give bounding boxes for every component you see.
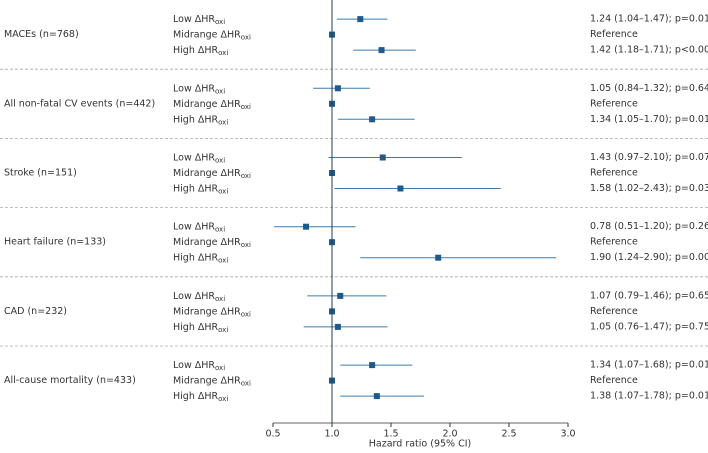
- outcome-label: CAD (n=232): [4, 306, 67, 317]
- row-label-sub: oxi: [218, 326, 228, 334]
- row-label-main: Low ΔHR: [173, 152, 215, 163]
- row-label-sub: oxi: [241, 103, 251, 111]
- row-label-main: Midrange ΔHR: [173, 168, 241, 179]
- row-label: High ΔHRoxi: [173, 114, 228, 127]
- x-tick-label: 0.5: [265, 429, 280, 440]
- row-label-sub: oxi: [218, 188, 228, 196]
- estimate-text: Reference: [590, 168, 638, 179]
- hr-marker: [378, 47, 385, 54]
- hr-marker: [334, 85, 341, 92]
- outcome-label: All-cause mortality (n=433): [4, 375, 136, 386]
- row-label: Low ΔHRoxi: [173, 14, 225, 27]
- row-label-sub: oxi: [215, 226, 225, 234]
- row-label-main: Low ΔHR: [173, 221, 215, 232]
- row-label-sub: oxi: [218, 395, 228, 403]
- x-tick-label: 3.0: [560, 429, 575, 440]
- estimate-text: 1.05 (0.84–1.32); p=0.647: [590, 83, 708, 94]
- estimate-text: Reference: [590, 306, 638, 317]
- row-label-main: Midrange ΔHR: [173, 29, 241, 40]
- row-label-sub: oxi: [215, 18, 225, 26]
- x-tick-label: 1.5: [383, 429, 398, 440]
- row-label-main: Midrange ΔHR: [173, 306, 241, 317]
- estimate-text: 1.38 (1.07–1.78); p=0.014*: [590, 391, 708, 402]
- estimate-text: 1.90 (1.24–2.90); p=0.003*: [590, 252, 708, 263]
- estimate-text: 0.78 (0.51–1.20); p=0.264: [590, 221, 708, 232]
- row-label-sub: oxi: [218, 49, 228, 57]
- row-label: Midrange ΔHRoxi: [173, 375, 251, 388]
- row-label-sub: oxi: [215, 157, 225, 165]
- hr-marker: [334, 323, 341, 330]
- outcome-label: Stroke (n=151): [4, 168, 77, 179]
- hr-marker: [357, 16, 364, 23]
- x-axis-label: Hazard ratio (95% CI): [369, 439, 471, 450]
- estimate-text: Reference: [590, 237, 638, 248]
- row-label-main: Low ΔHR: [173, 360, 215, 371]
- hr-marker: [379, 154, 386, 161]
- row-label: Low ΔHRoxi: [173, 360, 225, 373]
- row-label-sub: oxi: [215, 295, 225, 303]
- row-label-sub: oxi: [241, 241, 251, 249]
- row-label: Midrange ΔHRoxi: [173, 237, 251, 250]
- row-label-sub: oxi: [215, 364, 225, 372]
- row-label-sub: oxi: [215, 87, 225, 95]
- outcome-label: All non-fatal CV events (n=442): [4, 98, 155, 109]
- row-label-main: Midrange ΔHR: [173, 375, 241, 386]
- row-label: High ΔHRoxi: [173, 321, 228, 334]
- estimate-text: Reference: [590, 29, 638, 40]
- estimate-text: 1.07 (0.79–1.46); p=0.658: [590, 290, 708, 301]
- hr-marker: [397, 185, 404, 192]
- row-label: High ΔHRoxi: [173, 183, 228, 196]
- estimate-text: 1.42 (1.18–1.71); p<0.001*: [590, 45, 708, 56]
- row-label: Midrange ΔHRoxi: [173, 98, 251, 111]
- row-label-main: High ΔHR: [173, 321, 218, 332]
- row-label-main: High ΔHR: [173, 183, 218, 194]
- x-tick-label: 2.5: [501, 429, 516, 440]
- hr-marker: [303, 223, 310, 230]
- row-label-main: High ΔHR: [173, 114, 218, 125]
- row-label: Midrange ΔHRoxi: [173, 306, 251, 319]
- x-tick-label: 1.0: [324, 429, 339, 440]
- row-label-main: Low ΔHR: [173, 290, 215, 301]
- row-label-main: High ΔHR: [173, 252, 218, 263]
- row-label-main: Low ΔHR: [173, 83, 215, 94]
- row-label: Low ΔHRoxi: [173, 152, 225, 165]
- estimate-text: 1.05 (0.76–1.47); p=0.755: [590, 321, 708, 332]
- x-tick-label: 2.0: [442, 429, 457, 440]
- estimate-text: 1.58 (1.02–2.43); p=0.039*: [590, 183, 708, 194]
- row-label-sub: oxi: [218, 118, 228, 126]
- row-label: Midrange ΔHRoxi: [173, 29, 251, 42]
- row-label-sub: oxi: [218, 257, 228, 265]
- row-label-main: High ΔHR: [173, 45, 218, 56]
- row-label-main: Midrange ΔHR: [173, 237, 241, 248]
- estimate-text: 1.34 (1.07–1.68); p=0.010*: [590, 360, 708, 371]
- row-label-main: High ΔHR: [173, 391, 218, 402]
- row-label: High ΔHRoxi: [173, 45, 228, 58]
- estimate-text: 1.24 (1.04–1.47); p=0.014*: [590, 14, 708, 25]
- estimate-text: 1.34 (1.05–1.70); p=0.018*: [590, 114, 708, 125]
- row-label-main: Midrange ΔHR: [173, 98, 241, 109]
- row-label-main: Low ΔHR: [173, 14, 215, 25]
- row-label: High ΔHRoxi: [173, 252, 228, 265]
- hr-marker: [369, 116, 376, 123]
- row-label: Low ΔHRoxi: [173, 290, 225, 303]
- row-label-sub: oxi: [241, 172, 251, 180]
- outcome-label: MACEs (n=768): [4, 29, 79, 40]
- row-label: Low ΔHRoxi: [173, 221, 225, 234]
- hr-marker: [337, 292, 344, 299]
- outcome-label: Heart failure (n=133): [4, 237, 106, 248]
- hr-marker: [373, 393, 380, 400]
- hr-marker: [435, 254, 442, 261]
- estimate-text: Reference: [590, 98, 638, 109]
- row-label-sub: oxi: [241, 380, 251, 388]
- estimate-text: 1.43 (0.97–2.10); p=0.071: [590, 152, 708, 163]
- row-label-sub: oxi: [241, 310, 251, 318]
- row-label: Low ΔHRoxi: [173, 83, 225, 96]
- row-label-sub: oxi: [241, 34, 251, 42]
- row-label: Midrange ΔHRoxi: [173, 168, 251, 181]
- row-label: High ΔHRoxi: [173, 391, 228, 404]
- hr-marker: [369, 362, 376, 369]
- estimate-text: Reference: [590, 375, 638, 386]
